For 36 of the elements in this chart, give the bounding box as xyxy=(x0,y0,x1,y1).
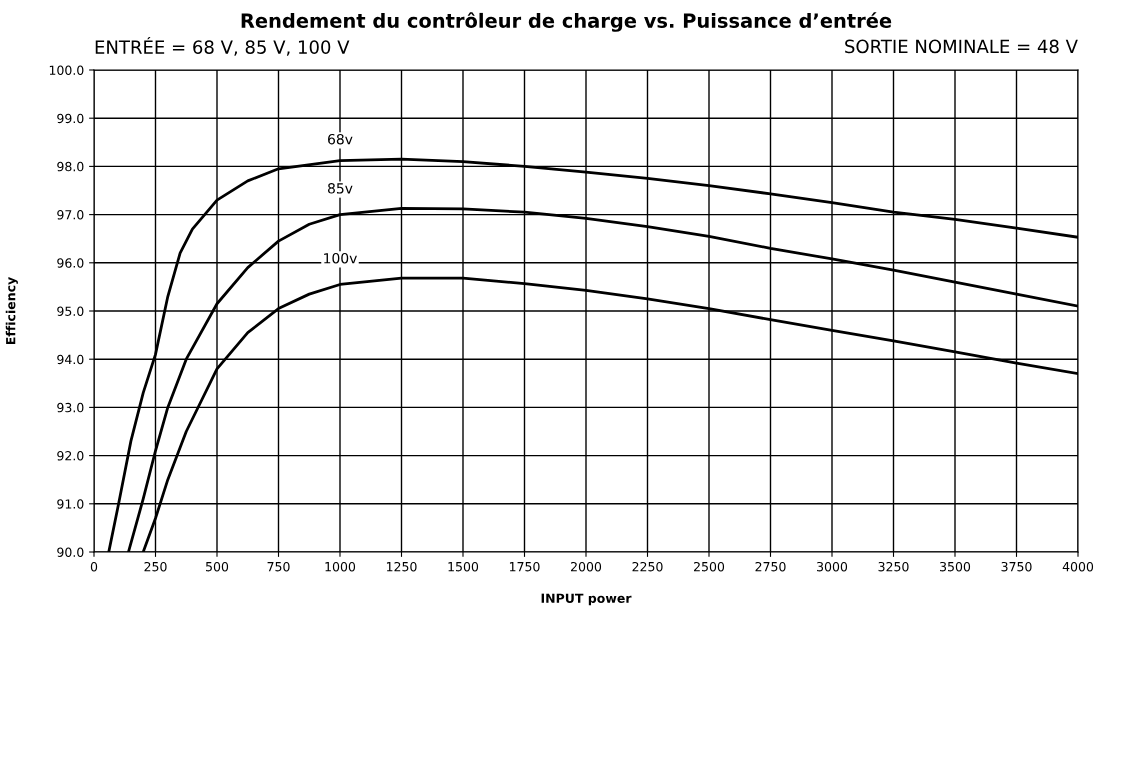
x-tick-label: 2750 xyxy=(755,561,786,572)
x-tick-label: 4000 xyxy=(1062,561,1094,572)
y-tick-label: 100.0 xyxy=(49,65,84,75)
x-tick-label: 1500 xyxy=(448,561,479,572)
x-tick-label: 1750 xyxy=(509,561,540,572)
series-label: 68v xyxy=(328,133,353,145)
x-tick-label: 3250 xyxy=(878,561,909,572)
chart-title: Rendement du contrôleur de charge vs. Puissance d’entrée xyxy=(241,12,892,32)
y-tick-label: 92.0 xyxy=(57,451,84,461)
series-label: 85v xyxy=(327,183,353,194)
x-tick-label: 3500 xyxy=(940,561,971,572)
y-tick-label: 96.0 xyxy=(57,258,84,268)
x-tick-label: 0 xyxy=(90,561,98,572)
x-tick-label: 2000 xyxy=(571,561,602,572)
x-tick-label: 500 xyxy=(206,561,229,572)
x-tick-label: 750 xyxy=(267,561,290,572)
x-tick-label: 3000 xyxy=(817,561,848,572)
x-tick-label: 1250 xyxy=(386,561,417,572)
y-tick-label: 99.0 xyxy=(57,113,84,124)
x-tick-label: 1000 xyxy=(325,561,356,572)
y-tick-label: 94.0 xyxy=(57,354,84,365)
x-tick-label: 2500 xyxy=(694,561,725,572)
y-axis-title: Efficiency xyxy=(5,277,18,345)
y-tick-label: 97.0 xyxy=(57,210,84,220)
x-tick-label: 3750 xyxy=(1001,561,1032,572)
series-label: 100v xyxy=(324,252,357,264)
y-tick-label: 90.0 xyxy=(57,547,84,557)
x-tick-label: 2250 xyxy=(632,561,663,572)
y-tick-label: 98.0 xyxy=(57,161,84,172)
y-tick-label: 91.0 xyxy=(57,499,84,509)
y-tick-label: 95.0 xyxy=(57,306,84,316)
x-tick-label: 250 xyxy=(144,561,167,572)
text: SORTIE NOMINALE = 48 V xyxy=(845,39,1078,54)
text: ENTRÉE = 68 V, 85 V, 100 V xyxy=(95,36,350,56)
x-axis-title: INPUT power xyxy=(541,593,632,606)
y-tick-label: 93.0 xyxy=(57,402,84,413)
